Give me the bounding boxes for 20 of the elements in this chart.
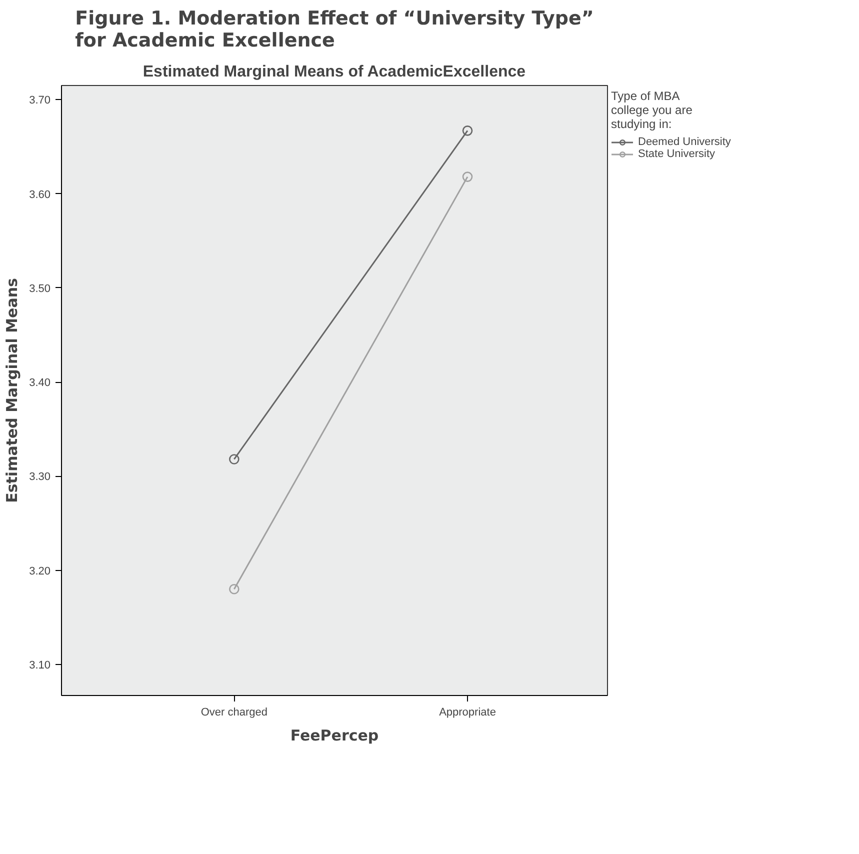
point xyxy=(462,126,473,136)
y-tick-label: 3.50 xyxy=(29,282,51,295)
legend-title: Type of MBA college you are studying in: xyxy=(611,89,694,131)
y-axis-title: Estimated Marginal Means xyxy=(3,278,22,503)
legend-label: Deemed University xyxy=(638,136,731,148)
chart-title: Figure 1. Moderation Effect of “University Type” for Academic Excellence xyxy=(75,8,594,52)
y-tick-label: 3.40 xyxy=(29,377,51,390)
point xyxy=(229,454,240,464)
x-tick-label: Over charged xyxy=(200,706,268,718)
x-tick-label: Appropriate xyxy=(439,706,496,718)
y-tick-label: 3.10 xyxy=(29,659,51,672)
legend-label: State University xyxy=(638,148,716,160)
point xyxy=(229,584,240,594)
y-tick-label: 3.20 xyxy=(29,565,51,578)
x-axis-title: FeePercep xyxy=(290,726,379,744)
y-tick-label: 3.70 xyxy=(29,94,51,107)
point xyxy=(462,172,473,182)
y-tick-label: 3.60 xyxy=(29,188,51,201)
y-tick-label: 3.30 xyxy=(29,471,51,484)
chart-subtitle: Estimated Marginal Means of AcademicExcellence xyxy=(142,64,526,80)
